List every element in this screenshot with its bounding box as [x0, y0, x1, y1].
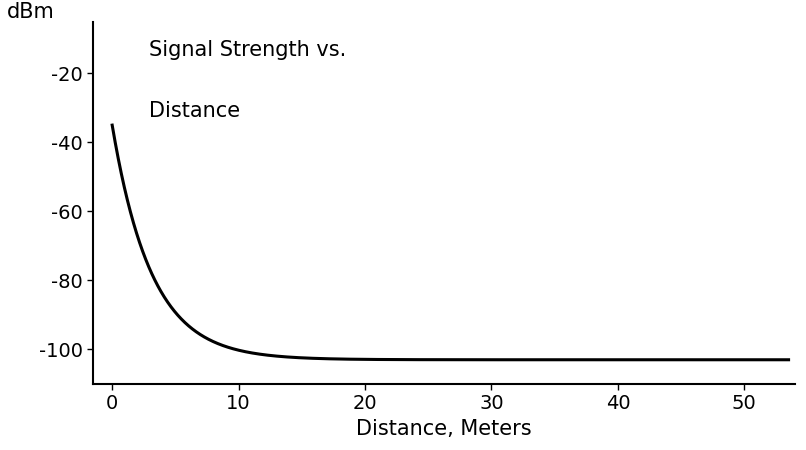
- X-axis label: Distance, Meters: Distance, Meters: [356, 419, 532, 439]
- Text: Signal Strength vs.: Signal Strength vs.: [149, 40, 347, 60]
- Y-axis label: dBm: dBm: [7, 2, 55, 22]
- Text: Distance: Distance: [149, 101, 240, 122]
